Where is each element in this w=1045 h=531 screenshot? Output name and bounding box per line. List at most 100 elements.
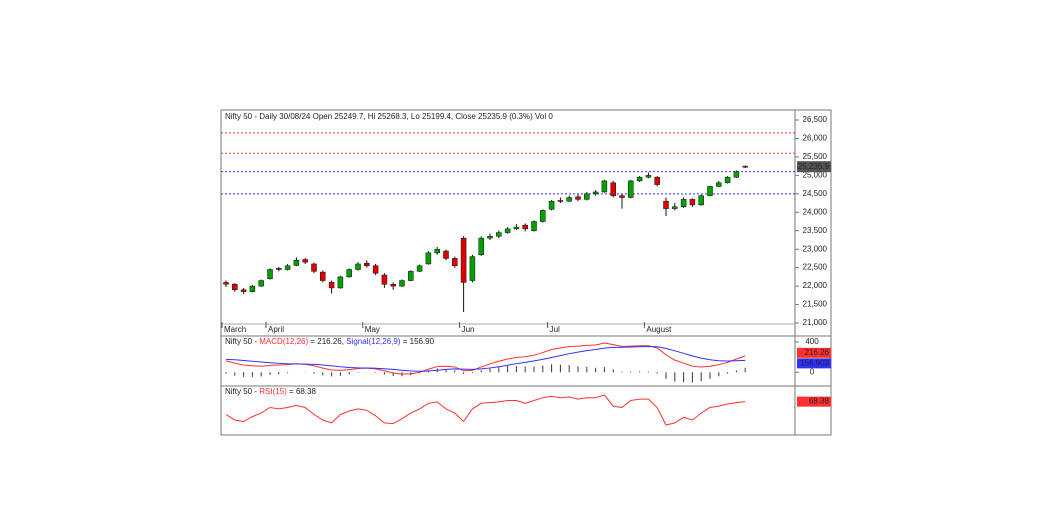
rsi-prefix: Nifty 50 - [225,387,257,396]
candle-body [452,258,458,267]
macd-name: MACD(12,26) [259,337,308,346]
rsi-box-label: 68.38 [809,397,830,406]
y-tick-label: 22,500 [803,263,828,272]
candle-body [223,282,229,285]
candle-body [302,259,308,263]
candle-body [645,175,652,178]
candle-body [425,252,432,265]
y-tick-label: 22,000 [803,281,828,290]
y-tick-label: 26,500 [803,115,828,124]
candle-body [531,221,537,231]
candle-body [689,199,696,206]
macd-line [225,345,746,372]
macd-text: = 216.26, [310,337,344,346]
candle-body [513,226,520,230]
last-price-label: 25,235.9 [798,162,830,171]
candle-body [592,191,599,195]
candle-body [698,195,704,206]
candle-body [601,180,608,193]
candle-body [328,282,335,289]
candle-body [399,280,405,287]
signal-text: = 156.90 [403,337,435,346]
y-tick-label: 26,000 [803,134,828,143]
candle-body [311,263,317,272]
candle-body [619,195,625,198]
candle-body [487,236,493,239]
candle-body [408,271,414,281]
candle-body [346,269,352,278]
candle-body [443,250,449,259]
x-tick-label: August [646,325,672,334]
rsi-title: Nifty 50 - RSI(15) = 68.38 [225,387,317,396]
candle-body [276,268,282,270]
macd-prefix: Nifty 50 - [225,337,257,346]
macd-title: Nifty 50 - MACD(12,26) = 216.26, Signal(… [225,337,435,346]
candle-body [364,262,370,267]
candle-body [267,269,273,279]
candle-body [716,182,722,187]
y-tick-label: 25,000 [803,170,828,179]
candle-body [469,256,476,281]
candle-body [434,248,440,254]
candle-body [293,260,300,266]
candle-body [390,283,396,287]
candle-body [460,237,467,283]
y-tick-label: 21,500 [803,300,828,309]
candle-body [355,263,361,270]
macd-box-label: 216.26 [805,348,830,357]
macd-box [797,347,831,358]
x-tick-label: April [268,325,284,334]
signal-name: Signal(12,26,9) [346,337,401,346]
macd-tick-label: 0 [810,367,815,376]
candle-body [566,197,572,202]
rsi-text: = 68.38 [289,387,316,396]
candle-body [258,280,264,287]
rsi-line [225,394,746,426]
rsi-name: RSI(15) [259,387,287,396]
candle-body [232,283,238,291]
x-tick-label: March [224,325,246,334]
candle-body [478,237,484,255]
candle-body [240,289,247,292]
candle-body [680,199,687,207]
x-tick-label: Jun [462,325,475,334]
candle-body [504,228,511,233]
candle-body [372,265,379,274]
candle-body [724,176,731,183]
candle-body [548,200,555,210]
candle-body [672,206,678,209]
candle-body [540,210,546,222]
candle-body [249,285,256,292]
macd-line [225,342,746,375]
x-tick-label: Jul [550,325,560,334]
candle-body [575,196,581,200]
candle-body [628,180,634,198]
candle-body [742,165,748,168]
candle-body [610,182,616,196]
y-tick-label: 21,000 [803,318,828,327]
candle-body [733,171,740,178]
macd-box [797,358,831,369]
y-tick-label: 24,500 [803,189,828,198]
candle-body [284,265,291,270]
macd-box-label: 156.903 [800,358,829,367]
macd-tick-label: 400 [805,337,819,346]
candle-body [557,200,564,202]
candle-body [663,200,669,209]
y-tick-label: 23,000 [803,244,828,253]
rsi-box [797,396,831,407]
y-tick-label: 25,500 [803,152,828,161]
candle-body [381,274,388,285]
candle-body [636,176,643,182]
candle-body [320,271,326,281]
candle-body [707,186,713,196]
candle-body [654,176,660,185]
y-tick-label: 24,000 [803,207,828,216]
chart-title: Nifty 50 - Daily 30/08/24 Open 25249.7, … [225,112,553,121]
candle-body [522,224,528,230]
y-tick-label: 23,500 [803,226,828,235]
last-price-box [797,161,831,173]
candle-body [584,193,590,200]
